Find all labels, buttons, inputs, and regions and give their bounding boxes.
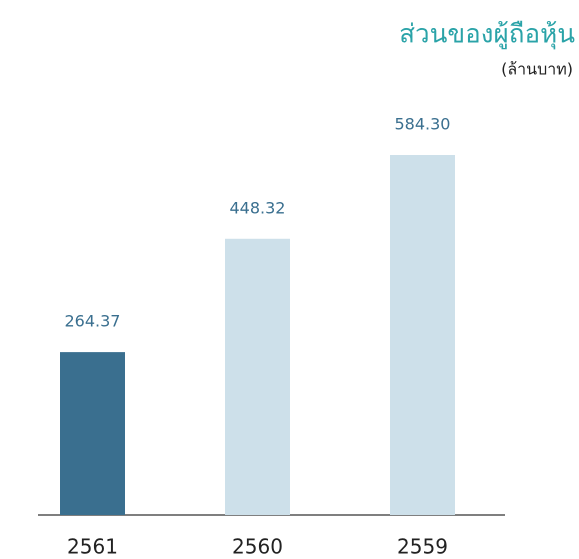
value-label: 584.30 bbox=[395, 115, 451, 134]
x-tick-label: 2561 bbox=[67, 535, 118, 559]
bar bbox=[390, 155, 455, 515]
chart-title: ส่วนของผู้ถือหุ้น bbox=[399, 20, 575, 50]
value-label: 264.37 bbox=[65, 312, 121, 331]
x-tick-label: 2560 bbox=[232, 535, 283, 559]
chart-subtitle: (ล้านบาท) bbox=[501, 60, 573, 79]
bar bbox=[60, 352, 125, 515]
bar bbox=[225, 238, 290, 515]
value-label: 448.32 bbox=[230, 198, 286, 217]
x-tick-label: 2559 bbox=[397, 535, 448, 559]
